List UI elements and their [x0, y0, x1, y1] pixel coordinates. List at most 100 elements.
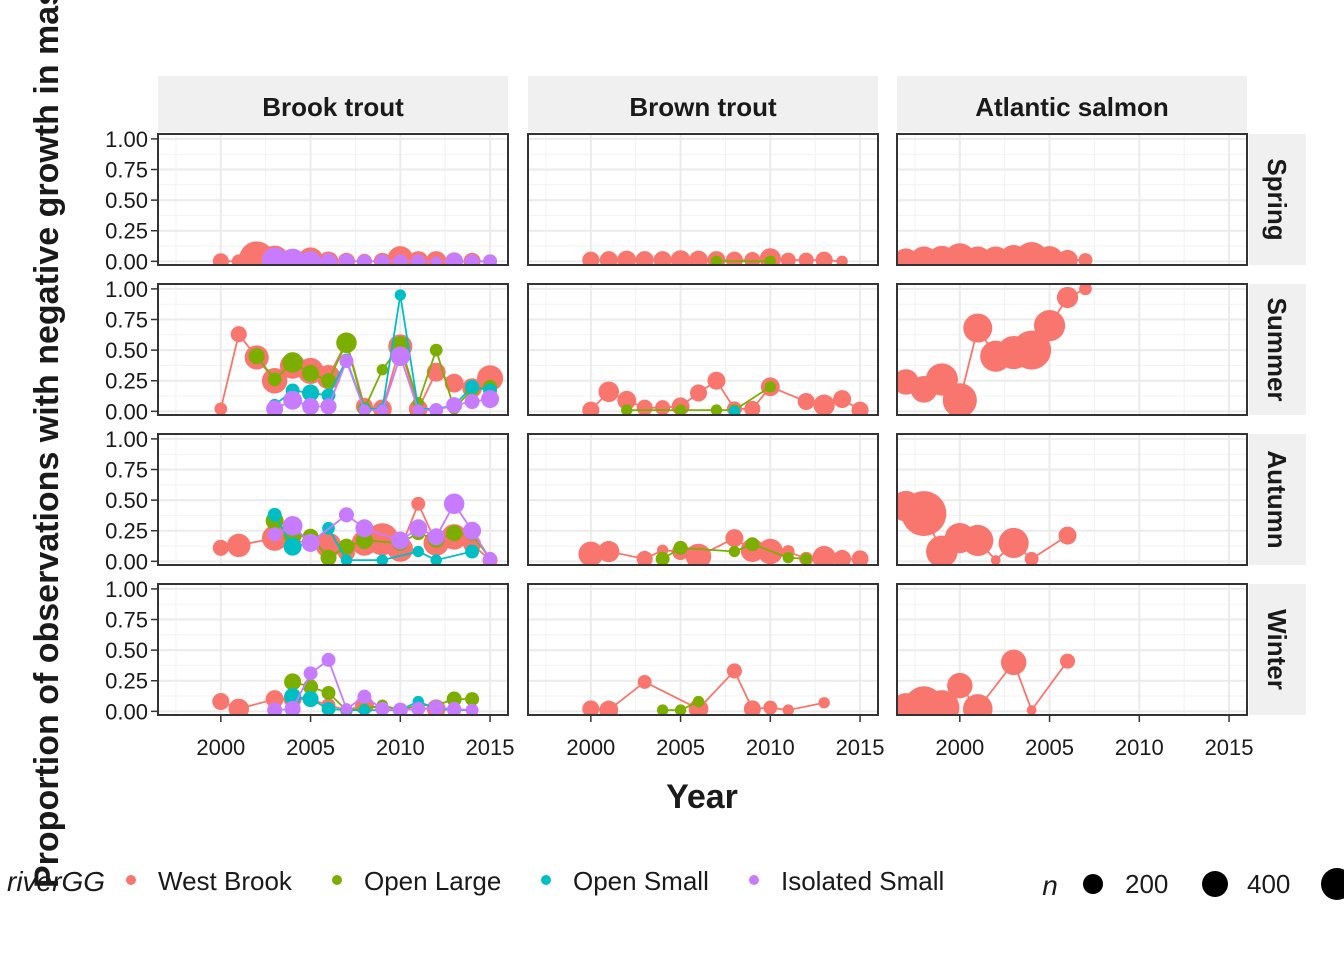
gridlines: [528, 134, 878, 265]
data-point: [782, 551, 794, 564]
data-point: [655, 400, 671, 415]
x-tick-label: 2005: [286, 735, 335, 760]
legend-item-open-small: Open Small: [541, 866, 709, 896]
y-axis-row-1: 0.00 0.25 0.50 0.75 1.00: [105, 277, 158, 424]
series-open-large: [655, 537, 812, 565]
data-point: [582, 251, 600, 265]
data-point: [743, 700, 761, 715]
data-point: [924, 690, 960, 715]
x-tick-label: 2015: [836, 735, 885, 760]
data-point: [998, 527, 1029, 559]
panel-border: [896, 283, 1248, 416]
panel-brook-trout-autumn: [157, 433, 509, 566]
data-point: [1059, 653, 1076, 669]
data-point: [321, 701, 336, 715]
data-point: [689, 384, 708, 402]
series-isolated-small: [266, 346, 500, 415]
data-point: [599, 251, 618, 265]
data-point: [962, 694, 993, 715]
y-tick-label: 1.00: [105, 577, 148, 602]
panel-border: [896, 583, 1248, 716]
panel-brook-trout-winter: [157, 583, 509, 716]
data-point: [764, 381, 776, 393]
data-point: [598, 381, 620, 402]
series-isolated-small: [267, 652, 479, 715]
data-point: [745, 537, 760, 552]
data-point: [376, 364, 389, 376]
data-point: [836, 255, 848, 265]
data-point: [1056, 286, 1079, 309]
data-point: [780, 252, 796, 265]
data-point: [464, 394, 480, 410]
data-point: [465, 254, 480, 265]
data-point: [818, 697, 830, 709]
data-point: [710, 404, 723, 415]
data-point: [340, 703, 353, 715]
y-axis-row-3: 0.00 0.25 0.50 0.75 1.00: [105, 577, 158, 724]
panel-border: [527, 583, 879, 716]
data-point: [376, 404, 389, 415]
strip-brook-trout: Brook trout: [158, 76, 508, 132]
data-point: [851, 401, 869, 415]
gridlines: [158, 134, 508, 265]
y-axis-title: Proportion of observations with negative…: [28, 0, 66, 888]
y-tick-label: 1.00: [105, 277, 148, 302]
data-point: [707, 371, 726, 390]
x-tick-label: 2000: [935, 735, 984, 760]
data-point: [212, 692, 230, 711]
data-point: [409, 519, 428, 538]
legend-key: [332, 875, 342, 885]
legend-label: Isolated Small: [781, 866, 944, 896]
data-point: [656, 704, 669, 715]
x-tick-label: 2005: [656, 735, 705, 760]
data-point: [228, 698, 250, 715]
data-point: [797, 392, 815, 411]
data-point: [444, 373, 464, 393]
data-point: [635, 251, 654, 265]
panel-atlantic-salmon-spring: [896, 133, 1248, 266]
data-point: [446, 691, 462, 707]
series-open-large: [656, 695, 705, 715]
x-axis-title: Year: [666, 778, 738, 816]
data-point: [429, 403, 444, 415]
data-point: [283, 390, 303, 410]
data-point: [617, 390, 637, 410]
data-point: [393, 254, 408, 265]
data-point: [302, 397, 320, 415]
data-point: [1024, 551, 1039, 565]
strip-label: Atlantic salmon: [975, 92, 1169, 122]
data-point: [283, 537, 302, 556]
x-tick-label: 2000: [566, 735, 615, 760]
axes: 0.00 0.25 0.50 0.75 1.00 0.00 0.25 0.50 0.75 1.00…: [105, 127, 1253, 760]
data-point: [375, 254, 390, 265]
legend-color-title: riverGG: [7, 866, 105, 897]
data-point: [336, 332, 357, 354]
data-point: [300, 251, 321, 265]
panel-brown-trout-summer: [527, 283, 879, 416]
strip-label: Winter: [1262, 609, 1292, 690]
y-tick-label: 0.25: [105, 369, 148, 394]
legend-item-west-brook: West Brook: [126, 866, 293, 896]
strip-label: Summer: [1262, 297, 1292, 401]
data-point: [279, 248, 306, 265]
strip-winter: Winter: [1249, 584, 1306, 715]
legend-label: West Brook: [158, 866, 293, 896]
data-point: [282, 515, 303, 536]
panel-brook-trout-summer: [157, 283, 509, 416]
data-point: [394, 289, 406, 301]
data-point: [265, 690, 284, 709]
panel-brown-trout-autumn: [527, 433, 879, 566]
strip-atlantic-salmon: Atlantic salmon: [897, 76, 1247, 132]
data-point: [412, 545, 424, 558]
strip-label: Brook trout: [262, 92, 404, 122]
strip-label: Autumn: [1262, 450, 1292, 548]
data-point: [320, 549, 337, 565]
legend-item-open-large: Open Large: [332, 866, 501, 896]
y-tick-label: 0.50: [105, 338, 148, 363]
legend-size-title: n: [1042, 870, 1058, 901]
data-point: [1000, 649, 1027, 676]
data-point: [443, 493, 465, 515]
panel-brown-trout-winter: [527, 583, 879, 716]
data-point: [284, 700, 301, 715]
data-point: [1078, 253, 1093, 265]
